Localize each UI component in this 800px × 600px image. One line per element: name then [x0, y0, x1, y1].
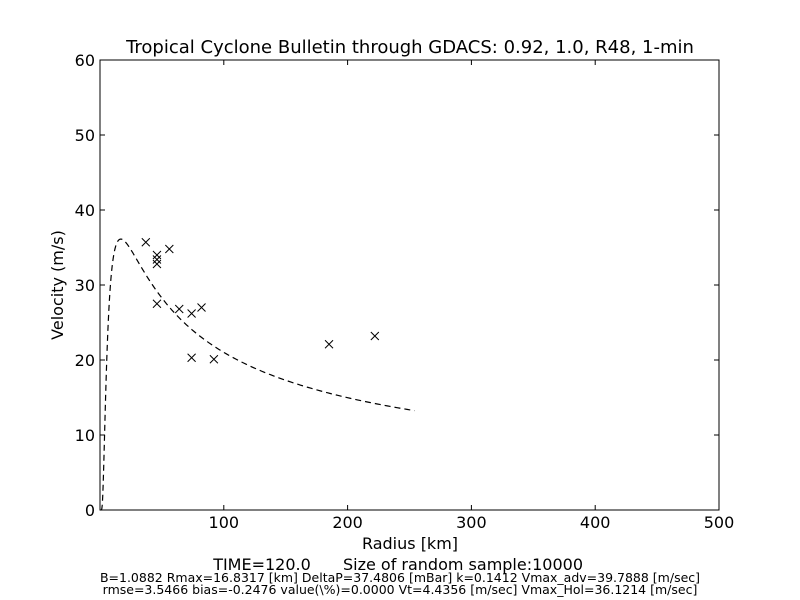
- y-tick-label: 50: [75, 126, 95, 145]
- model-curve: [100, 238, 415, 511]
- x-tick-label: 400: [580, 513, 611, 532]
- model-curve-layer: [100, 238, 415, 511]
- footer-parameters-line2: rmse=3.5466 bias=-0.2476 value(\%)=0.000…: [103, 582, 698, 597]
- observation-points-layer: [141, 237, 380, 364]
- observation-point: [187, 309, 196, 318]
- observation-point: [187, 353, 196, 363]
- x-tick-label: 100: [209, 513, 240, 532]
- y-tick-label: 10: [75, 426, 95, 445]
- footer-parameters-line1: B=1.0882 Rmax=16.8317 [km] DeltaP=37.480…: [100, 570, 700, 585]
- plot-frame: [99, 59, 720, 511]
- observation-point: [174, 304, 184, 314]
- x-tick-label: 500: [704, 513, 735, 532]
- footer-time: TIME=120.0: [212, 555, 311, 574]
- x-tick-label: 200: [332, 513, 363, 532]
- observation-point: [209, 354, 219, 364]
- y-axis-ticks: 0 10 20 30 40 50 60: [75, 51, 719, 520]
- observation-point: [324, 339, 334, 349]
- observation-point: [152, 259, 162, 269]
- y-tick-label: 30: [75, 276, 95, 295]
- x-axis-label: Radius [km]: [362, 534, 458, 553]
- y-tick-label: 40: [75, 201, 95, 220]
- x-tick-label: 300: [456, 513, 487, 532]
- observation-point: [370, 331, 380, 341]
- observation-point: [152, 299, 162, 309]
- observation-point: [197, 303, 206, 312]
- x-axis-ticks: 100 200 300 400 500: [209, 60, 735, 532]
- observation-point: [164, 244, 174, 254]
- footer-sample-size: Size of random sample:10000: [343, 555, 583, 574]
- observation-point: [141, 237, 151, 247]
- y-axis-label: Velocity (m/s): [48, 230, 67, 340]
- y-tick-label: 60: [75, 51, 95, 70]
- y-tick-label: 0: [85, 501, 95, 520]
- observation-point: [152, 250, 162, 260]
- chart-title: Tropical Cyclone Bulletin through GDACS:…: [125, 37, 694, 58]
- y-tick-label: 20: [75, 351, 95, 370]
- observation-point: [152, 255, 162, 264]
